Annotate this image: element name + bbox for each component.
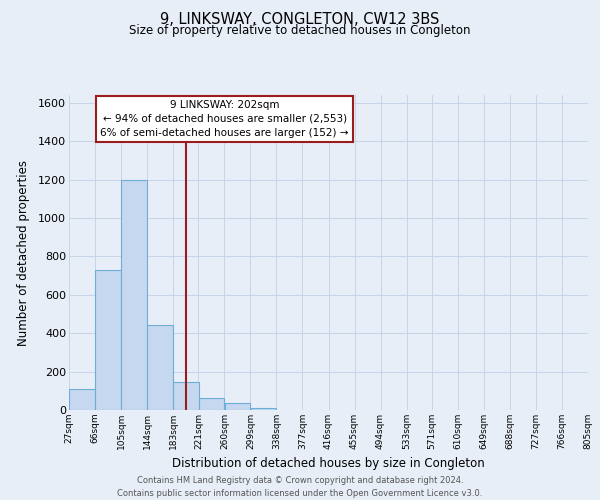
- Bar: [173, 382, 199, 410]
- Y-axis label: Number of detached properties: Number of detached properties: [17, 160, 30, 346]
- Text: 9, LINKSWAY, CONGLETON, CW12 3BS: 9, LINKSWAY, CONGLETON, CW12 3BS: [160, 12, 440, 28]
- Text: Size of property relative to detached houses in Congleton: Size of property relative to detached ho…: [129, 24, 471, 37]
- Bar: [95, 270, 121, 410]
- Bar: [199, 398, 224, 410]
- Text: 9 LINKSWAY: 202sqm
← 94% of detached houses are smaller (2,553)
6% of semi-detac: 9 LINKSWAY: 202sqm ← 94% of detached hou…: [100, 100, 349, 138]
- Bar: [121, 180, 147, 410]
- Bar: [224, 404, 250, 410]
- X-axis label: Distribution of detached houses by size in Congleton: Distribution of detached houses by size …: [172, 458, 485, 470]
- Bar: [69, 389, 95, 410]
- Bar: [147, 326, 173, 410]
- Bar: [251, 408, 276, 410]
- Text: Contains HM Land Registry data © Crown copyright and database right 2024.
Contai: Contains HM Land Registry data © Crown c…: [118, 476, 482, 498]
